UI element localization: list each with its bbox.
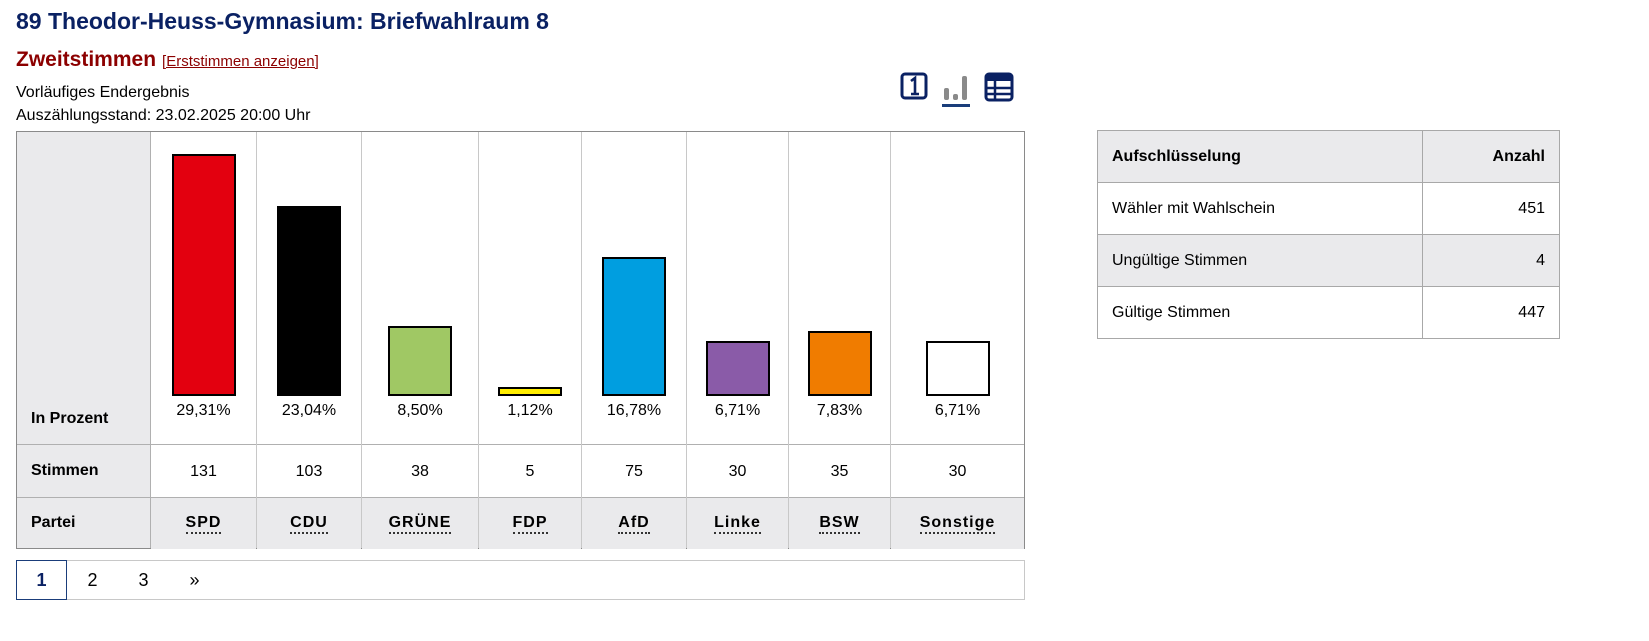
- bar-grüne: [388, 326, 452, 396]
- page-3-button[interactable]: 3: [138, 569, 149, 590]
- bar-sonstige: [925, 341, 990, 396]
- breakdown-header-label: Aufschlüsselung: [1097, 130, 1423, 183]
- page-1-button[interactable]: 1: [16, 560, 67, 600]
- bar-linke: [705, 341, 770, 396]
- party-cell: GRÜNE: [362, 497, 478, 549]
- party-name-label[interactable]: Sonstige: [919, 514, 996, 534]
- show-first-votes-link[interactable]: [Erststimmen anzeigen]: [162, 53, 319, 70]
- party-column-0: 29,31% 131 SPD: [151, 132, 257, 549]
- bar-chart-icon: [944, 76, 967, 100]
- table-row: Gültige Stimmen 447: [1097, 286, 1560, 339]
- party-name-label[interactable]: SPD: [185, 514, 222, 534]
- party-column-2: 8,50% 38 GRÜNE: [362, 132, 479, 549]
- page-2-button[interactable]: 2: [87, 569, 98, 590]
- count-timestamp: Auszählungsstand: 23.02.2025 20:00 Uhr: [16, 107, 311, 124]
- table-icon[interactable]: [984, 72, 1014, 102]
- result-status: Vorläufiges Endergebnis Auszählungsstand…: [16, 81, 310, 127]
- breakdown-header-row: Aufschlüsselung Anzahl: [1097, 130, 1560, 183]
- bar-bsw: [807, 331, 872, 396]
- party-cell: SPD: [151, 497, 256, 549]
- bar-chart-view-tab[interactable]: [942, 72, 970, 107]
- party-column-1: 23,04% 103 CDU: [257, 132, 362, 549]
- party-cell: BSW: [789, 497, 890, 549]
- breakdown-row-label: Ungültige Stimmen: [1097, 234, 1423, 287]
- party-column-6: 7,83% 35 BSW: [789, 132, 891, 549]
- bar-fdp: [498, 387, 562, 396]
- table-row: Wähler mit Wahlschein 451: [1097, 182, 1560, 235]
- breakdown-row-label: Wähler mit Wahlschein: [1097, 182, 1423, 235]
- party-cell: AfD: [582, 497, 686, 549]
- party-column-5: 6,71% 30 Linke: [687, 132, 789, 549]
- party-column-4: 16,78% 75 AfD: [582, 132, 687, 549]
- next-page-button[interactable]: »: [189, 569, 200, 590]
- bar-value-label: 23,04%: [281, 402, 337, 419]
- vote-count: 5: [479, 444, 581, 498]
- party-cell: Sonstige: [891, 497, 1024, 549]
- bar-value-label: 1,12%: [507, 402, 553, 419]
- bar-value-label: 8,50%: [397, 402, 443, 419]
- vote-type-label: Zweitstimmen: [16, 48, 157, 71]
- bar-spd: [171, 154, 236, 396]
- vote-count: 30: [891, 444, 1024, 498]
- vote-count: 35: [789, 444, 890, 498]
- breakdown-header-count: Anzahl: [1422, 130, 1560, 183]
- table-row: Ungültige Stimmen 4: [1097, 234, 1560, 287]
- party-name-label[interactable]: AfD: [618, 514, 650, 534]
- party-name-label[interactable]: BSW: [819, 514, 860, 534]
- party-cell: CDU: [257, 497, 361, 549]
- vote-count: 131: [151, 444, 256, 498]
- party-name-label[interactable]: Linke: [714, 514, 761, 534]
- bar-value-label: 16,78%: [606, 402, 662, 419]
- row-label-percent: In Prozent: [17, 132, 151, 444]
- pagination: 1 2 3 »: [16, 560, 1025, 600]
- breakdown-row-value: 4: [1422, 234, 1560, 287]
- results-bar-chart: In Prozent Stimmen Partei 29,31% 131 SPD 23…: [16, 131, 1025, 549]
- result-status-label: Vorläufiges Endergebnis: [16, 84, 190, 101]
- party-column-3: 1,12% 5 FDP: [479, 132, 582, 549]
- row-label-votes: Stimmen: [17, 444, 151, 497]
- vote-count: 103: [257, 444, 361, 498]
- party-name-label[interactable]: GRÜNE: [388, 514, 452, 534]
- vote-count: 75: [582, 444, 686, 498]
- vote-type-header: Zweitstimmen [Erststimmen anzeigen]: [16, 48, 319, 72]
- party-column-7: 6,71% 30 Sonstige: [891, 132, 1024, 549]
- bar-afd: [602, 257, 666, 396]
- vote-count: 30: [687, 444, 788, 498]
- breakdown-table: Aufschlüsselung Anzahl Wähler mit Wahlsc…: [1097, 130, 1560, 339]
- bar-value-label: 6,71%: [934, 402, 981, 419]
- row-label-party: Partei: [17, 497, 151, 548]
- party-name-label[interactable]: FDP: [512, 514, 548, 534]
- party-cell: FDP: [479, 497, 581, 549]
- view-switcher: [900, 72, 1014, 107]
- breakdown-row-label: Gültige Stimmen: [1097, 286, 1423, 339]
- number-one-icon[interactable]: [900, 72, 928, 100]
- breakdown-row-value: 447: [1422, 286, 1560, 339]
- party-cell: Linke: [687, 497, 788, 549]
- bar-value-label: 29,31%: [176, 402, 231, 419]
- bar-cdu: [277, 206, 341, 396]
- vote-count: 38: [362, 444, 478, 498]
- party-name-label[interactable]: CDU: [290, 514, 328, 534]
- page-title: 89 Theodor-Heuss-Gymnasium: Briefwahlrau…: [16, 8, 549, 34]
- bar-value-label: 7,83%: [816, 402, 863, 419]
- bar-value-label: 6,71%: [714, 402, 761, 419]
- breakdown-row-value: 451: [1422, 182, 1560, 235]
